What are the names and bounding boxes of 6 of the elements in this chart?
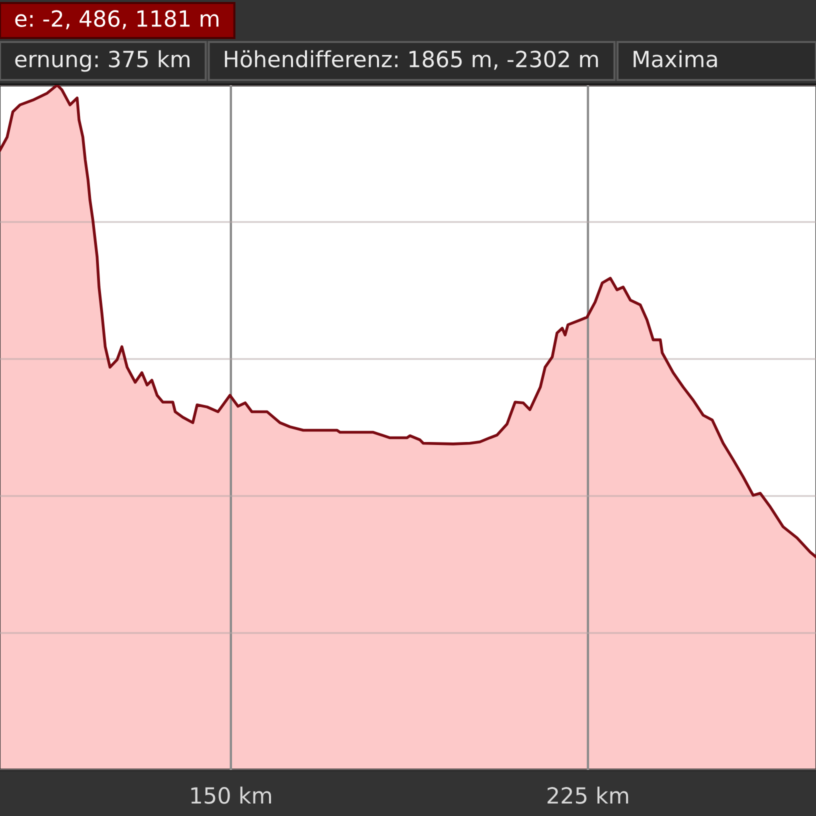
x-tick-label: 225 km [548, 786, 628, 804]
text: ernung: 375 km [15, 50, 190, 72]
text: Maxima [634, 50, 717, 68]
text: Höhendifferenz: 1865 m, -2302 m [224, 50, 598, 70]
x-tick-label: 150 km [191, 786, 272, 804]
text: e: -2, 486, 1181 m [15, 10, 218, 30]
